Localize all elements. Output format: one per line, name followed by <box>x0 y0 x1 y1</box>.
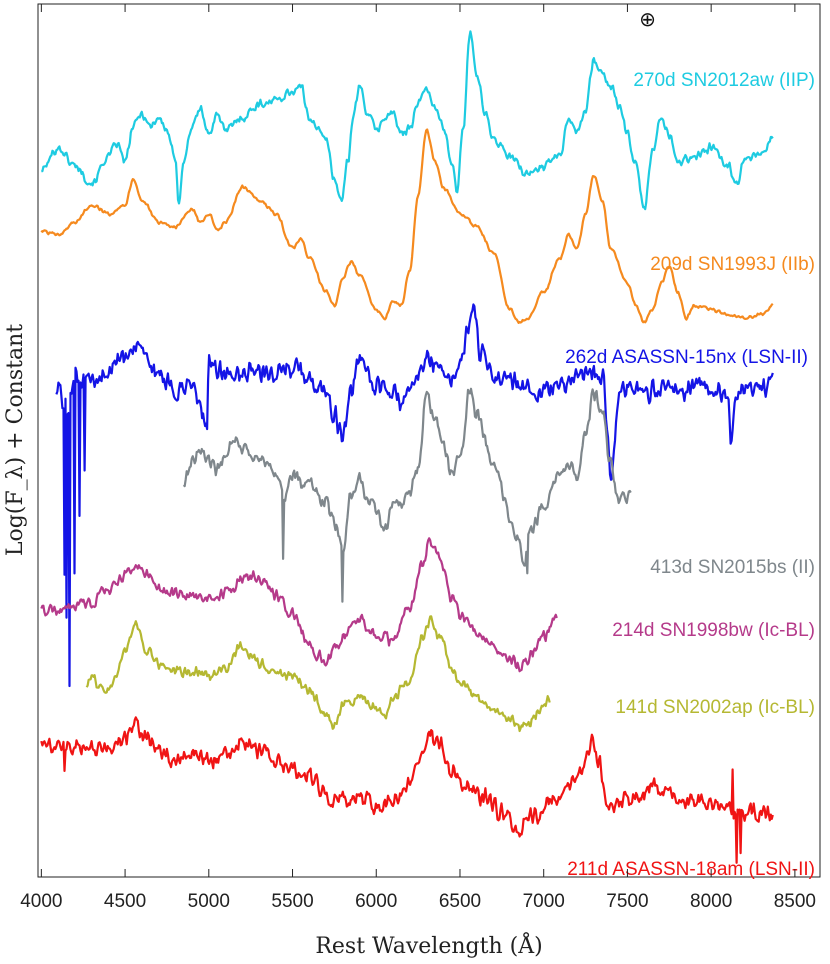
series-line-5 <box>85 615 551 733</box>
x-axis-ticks: 4000 4500 5000 5500 6000 6500 7000 7500 8000 8500 <box>20 4 816 912</box>
series-label-0: 270d SN2012aw (IIP) <box>633 70 815 91</box>
x-tick-label-4: 6000 <box>355 891 397 912</box>
series-line-4 <box>40 537 558 673</box>
telluric-marker: ⊕ <box>639 7 656 31</box>
series-label-group: 270d SN2012aw (IIP) 209d SN1993J (IIb) 262… <box>565 70 815 880</box>
series-line-0 <box>41 30 774 211</box>
x-tick-label-3: 5500 <box>271 891 313 912</box>
series-line-1 <box>40 128 774 324</box>
x-tick-label-0: 4000 <box>20 891 62 912</box>
x-tick-label-2: 5000 <box>188 891 230 912</box>
series-label-1: 209d SN1993J (IIb) <box>650 254 815 275</box>
series-label-3: 413d SN2015bs (II) <box>650 557 815 578</box>
x-axis-label: Rest Wavelength (Å) <box>315 931 542 959</box>
x-tick-label-9: 8500 <box>774 891 816 912</box>
x-tick-label-8: 8000 <box>690 891 732 912</box>
plot-frame <box>37 3 821 878</box>
series-label-6: 211d ASASSN-18am (LSN-II) <box>567 859 815 880</box>
series-label-5: 141d SN2002ap (Ic-BL) <box>615 697 815 718</box>
x-tick-label-1: 4500 <box>104 891 146 912</box>
series-label-2: 262d ASASSN-15nx (LSN-II) <box>565 347 808 368</box>
series-group <box>40 30 774 864</box>
series-label-4: 214d SN1998bw (Ic-BL) <box>612 620 815 641</box>
x-tick-label-5: 6500 <box>439 891 481 912</box>
y-axis-label: Log(F_λ) + Constant <box>3 324 28 556</box>
x-tick-label-7: 7500 <box>606 891 648 912</box>
series-line-6 <box>40 716 774 864</box>
x-tick-label-6: 7000 <box>523 891 565 912</box>
series-line-2 <box>55 303 774 688</box>
series-line-3 <box>182 387 632 603</box>
